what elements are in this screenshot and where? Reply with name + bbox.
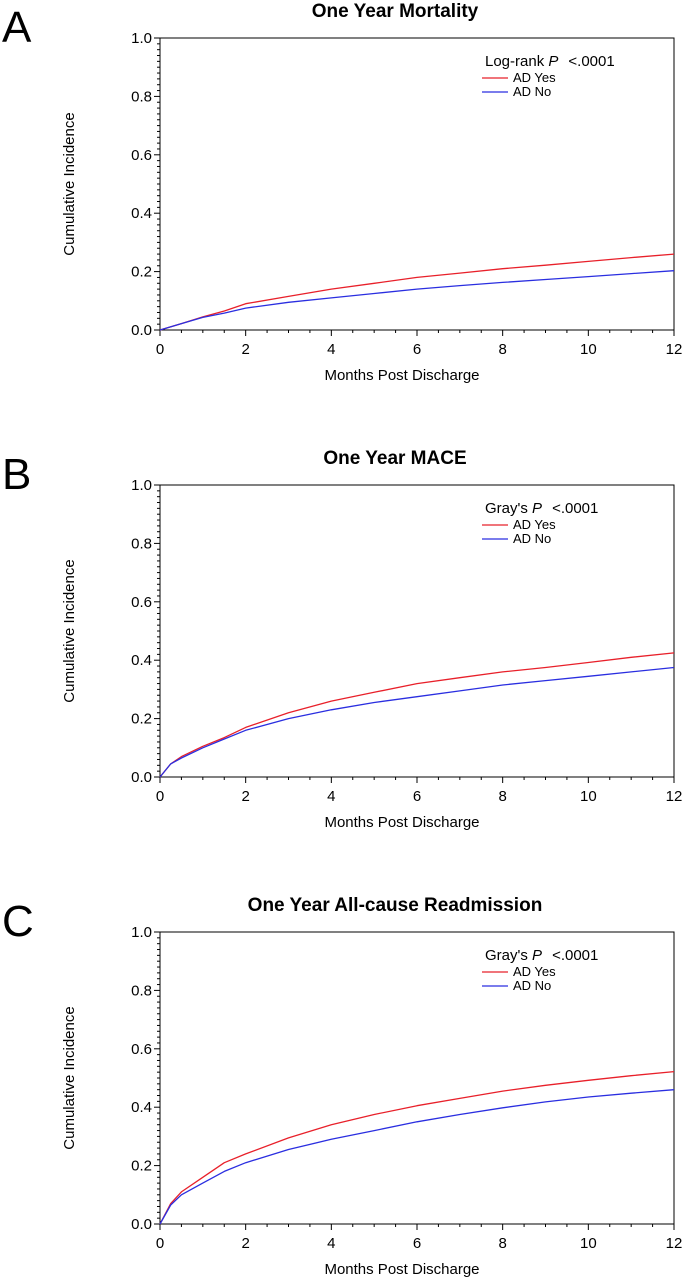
stat-prefix: Log-rank xyxy=(485,53,548,70)
x-tick-label: 4 xyxy=(327,341,335,358)
x-tick-label: 10 xyxy=(580,1235,597,1252)
y-axis-label: Cumulative Incidence xyxy=(61,112,78,255)
y-tick-label: 0.0 xyxy=(131,769,152,786)
stat-prefix: Gray's xyxy=(485,500,532,517)
x-tick-label: 0 xyxy=(156,341,164,358)
stat-p-symbol: P xyxy=(532,947,542,964)
plot-frame xyxy=(159,37,675,331)
x-tick-label: 2 xyxy=(241,341,249,358)
stat-p-symbol: P xyxy=(532,500,542,517)
y-tick-label: 0.2 xyxy=(131,1158,152,1175)
chart-panel-c: C One Year All-cause Readmission 0.0 0.2 0.4… xyxy=(2,895,682,1278)
series-line-ad-yes xyxy=(159,1070,675,1225)
x-tick-label: 2 xyxy=(241,788,249,805)
panel-letter: B xyxy=(2,450,31,499)
x-tick-label: 10 xyxy=(580,341,597,358)
x-axis-label: Months Post Discharge xyxy=(324,814,479,831)
plot-frame xyxy=(159,931,675,1225)
y-tick-label: 0.2 xyxy=(131,711,152,728)
chart-panel-b: B One Year MACE 0.0 0.2 0.4 0.6 0.8 1.0 0 2 4 6 8 10 1… xyxy=(2,448,682,831)
series-line-ad-no xyxy=(159,666,675,778)
y-tick-label: 0.0 xyxy=(131,322,152,339)
legend-label: AD Yes xyxy=(513,517,556,532)
p-value-annotation: Gray's P <.0001 xyxy=(485,947,598,964)
x-tick-label: 8 xyxy=(498,1235,506,1252)
stat-p-symbol: P xyxy=(548,53,558,70)
series-line-ad-no xyxy=(159,270,675,331)
x-tick-label: 12 xyxy=(666,341,683,358)
x-tick-label: 12 xyxy=(666,788,683,805)
x-tick-label: 0 xyxy=(156,788,164,805)
y-tick-label: 0.4 xyxy=(131,1099,152,1116)
x-tick-label: 10 xyxy=(580,788,597,805)
x-axis-label: Months Post Discharge xyxy=(324,367,479,384)
p-value-annotation: Log-rank P <.0001 xyxy=(485,53,615,70)
x-tick-label: 12 xyxy=(666,1235,683,1252)
y-tick-label: 0.8 xyxy=(131,535,152,552)
x-tick-label: 6 xyxy=(413,788,421,805)
x-tick-label: 8 xyxy=(498,788,506,805)
legend-label: AD Yes xyxy=(513,70,556,85)
y-tick-label: 0.6 xyxy=(131,147,152,164)
x-axis-label: Months Post Discharge xyxy=(324,1261,479,1278)
panel-letter: A xyxy=(2,3,32,52)
y-tick-label: 0.4 xyxy=(131,652,152,669)
stat-prefix: Gray's xyxy=(485,947,532,964)
chart-panel-a: A One Year Mortality 0.0 0.2 0.4 0.6 0.8 1.0 0 2 4… xyxy=(2,1,682,384)
y-tick-label: 0.4 xyxy=(131,205,152,222)
series-line-ad-no xyxy=(159,1089,675,1225)
y-axis-label: Cumulative Incidence xyxy=(61,559,78,702)
chart-title: One Year MACE xyxy=(323,448,466,469)
stat-value: <.0001 xyxy=(568,53,614,70)
x-tick-label: 6 xyxy=(413,341,421,358)
x-tick-label: 6 xyxy=(413,1235,421,1252)
y-tick-label: 0.8 xyxy=(131,982,152,999)
stat-value: <.0001 xyxy=(552,500,598,517)
y-tick-label: 1.0 xyxy=(131,30,152,47)
x-tick-label: 8 xyxy=(498,341,506,358)
p-value-annotation: Gray's P <.0001 xyxy=(485,500,598,517)
y-tick-label: 1.0 xyxy=(131,477,152,494)
series-line-ad-yes xyxy=(159,652,675,778)
legend-label: AD No xyxy=(513,84,551,99)
y-axis-label: Cumulative Incidence xyxy=(61,1006,78,1149)
legend-label: AD No xyxy=(513,978,551,993)
x-tick-label: 4 xyxy=(327,1235,335,1252)
panel-letter: C xyxy=(2,897,34,946)
y-tick-label: 1.0 xyxy=(131,924,152,941)
x-tick-label: 0 xyxy=(156,1235,164,1252)
legend-label: AD Yes xyxy=(513,964,556,979)
x-tick-label: 2 xyxy=(241,1235,249,1252)
chart-title: One Year Mortality xyxy=(312,1,479,22)
x-tick-label: 4 xyxy=(327,788,335,805)
y-tick-label: 0.2 xyxy=(131,264,152,281)
stat-value: <.0001 xyxy=(552,947,598,964)
y-tick-label: 0.6 xyxy=(131,1041,152,1058)
chart-title: One Year All-cause Readmission xyxy=(248,895,543,916)
legend-label: AD No xyxy=(513,531,551,546)
y-tick-label: 0.8 xyxy=(131,88,152,105)
y-tick-label: 0.6 xyxy=(131,594,152,611)
y-tick-label: 0.0 xyxy=(131,1216,152,1233)
series-line-ad-yes xyxy=(159,253,675,331)
